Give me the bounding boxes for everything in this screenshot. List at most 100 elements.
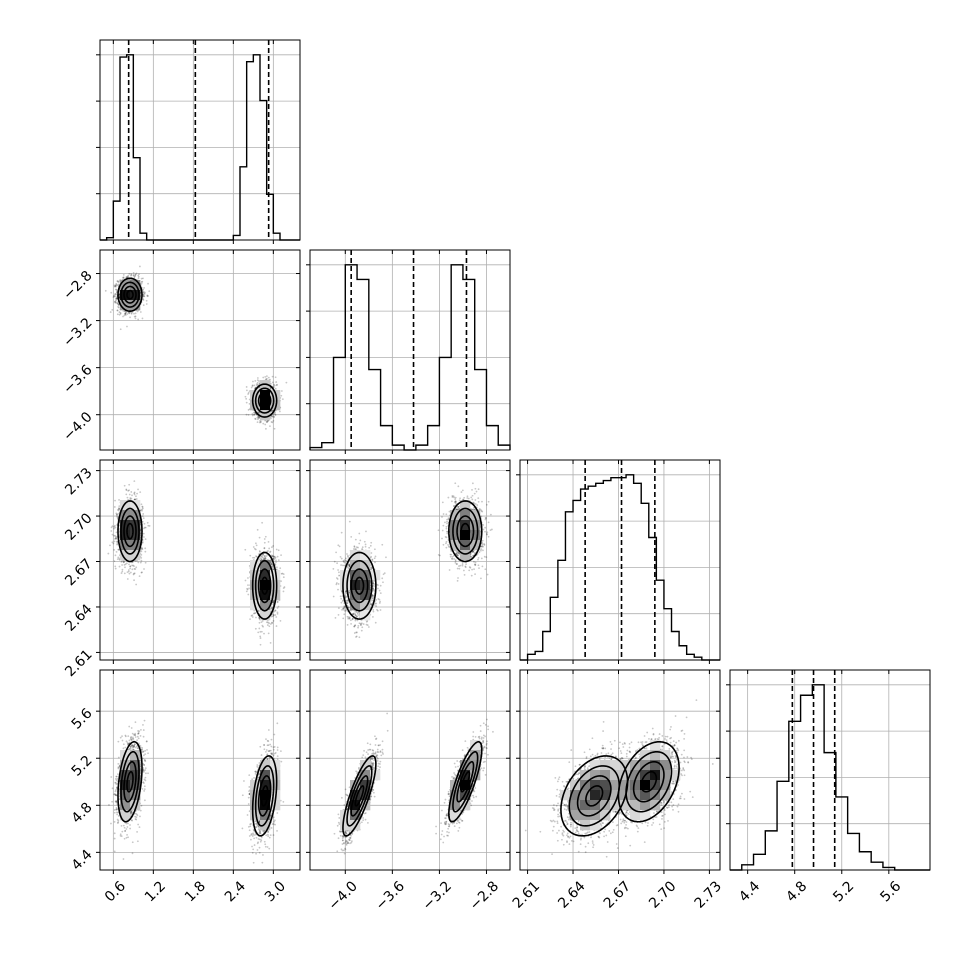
sample-point [262, 376, 265, 379]
panel-content [107, 480, 286, 646]
sample-point [258, 380, 260, 382]
sample-point [116, 309, 119, 312]
sample-point [111, 525, 114, 528]
contour-line [254, 387, 275, 414]
panel-frame [99, 249, 301, 451]
sample-point [114, 535, 117, 537]
sample-point [131, 568, 134, 571]
sample-point [116, 558, 119, 561]
sample-point [141, 506, 144, 508]
contour-line [123, 285, 137, 304]
sample-point [126, 578, 129, 580]
sample-point [145, 303, 148, 305]
sample-point [274, 387, 277, 390]
sample-point [266, 375, 268, 378]
sample-point [117, 556, 120, 559]
sample-point [137, 488, 139, 491]
sample-point [129, 565, 132, 568]
sample-point [245, 389, 248, 392]
sample-point [129, 565, 132, 568]
sample-point [147, 524, 150, 527]
panel-frame [729, 669, 931, 871]
sample-point [115, 288, 118, 291]
sample-point [252, 411, 255, 414]
sample-point [115, 537, 118, 540]
sample-point [264, 378, 267, 381]
sample-point [122, 561, 125, 564]
sample-point [141, 280, 144, 283]
sample-point [258, 416, 261, 419]
sample-point [128, 311, 131, 314]
sample-point [134, 273, 137, 276]
sample-point [123, 572, 126, 575]
sample-point [126, 496, 129, 499]
sample-point [117, 513, 119, 515]
sample-point [258, 411, 260, 414]
sample-point [253, 413, 256, 416]
sample-point [130, 312, 133, 315]
sample-point [119, 312, 122, 315]
sample-point [123, 314, 126, 317]
sample-point [115, 513, 118, 516]
sample-point [142, 292, 145, 295]
density-cell [270, 400, 281, 411]
sample-point [118, 529, 121, 531]
sample-point [110, 526, 113, 529]
sample-point [118, 280, 120, 283]
sample-point [127, 489, 130, 492]
sample-point [116, 280, 119, 283]
sample-point [114, 526, 117, 529]
sample-point [133, 315, 136, 318]
sample-point [118, 293, 121, 296]
sample-point [115, 298, 118, 301]
sample-point [133, 492, 136, 495]
sample-point [275, 384, 278, 387]
sample-point [271, 415, 274, 418]
sample-point [269, 425, 271, 428]
sample-point [129, 316, 131, 319]
sample-point [133, 275, 136, 278]
sample-point [140, 281, 143, 283]
sample-point [126, 275, 129, 278]
sample-point [137, 274, 140, 277]
sample-point [125, 562, 128, 565]
sample-point [115, 297, 117, 300]
sample-point [140, 559, 143, 562]
sample-point [124, 312, 127, 314]
sample-point [147, 282, 149, 285]
sample-point [114, 293, 117, 295]
sample-point [112, 296, 115, 299]
sample-point [125, 489, 128, 492]
histogram-panel-1 [96, 39, 301, 244]
sample-point [245, 401, 248, 404]
sample-point [129, 571, 132, 574]
sample-point [253, 384, 256, 387]
sample-point [125, 311, 128, 314]
sample-point [256, 421, 259, 424]
sample-point [114, 295, 117, 298]
sample-point [111, 308, 114, 311]
sample-point [128, 489, 130, 492]
sample-point [245, 413, 248, 416]
sample-point [130, 311, 133, 314]
sample-point [110, 530, 113, 532]
sample-point [115, 285, 117, 288]
sample-point [126, 325, 128, 328]
sample-point [113, 549, 116, 551]
sample-point [119, 328, 122, 331]
sample-point [122, 274, 125, 276]
sample-point [118, 294, 121, 297]
sample-point [140, 550, 143, 553]
sample-point [273, 412, 276, 415]
sample-point [132, 272, 135, 274]
panel-content [104, 265, 288, 430]
contour-line [257, 391, 272, 410]
sample-point [124, 566, 126, 569]
sample-point [130, 274, 132, 277]
sample-point [133, 498, 136, 501]
sample-point [133, 579, 135, 582]
sample-point [140, 277, 143, 280]
sample-point [254, 418, 257, 420]
sample-point [132, 573, 135, 576]
sample-point [131, 564, 133, 567]
